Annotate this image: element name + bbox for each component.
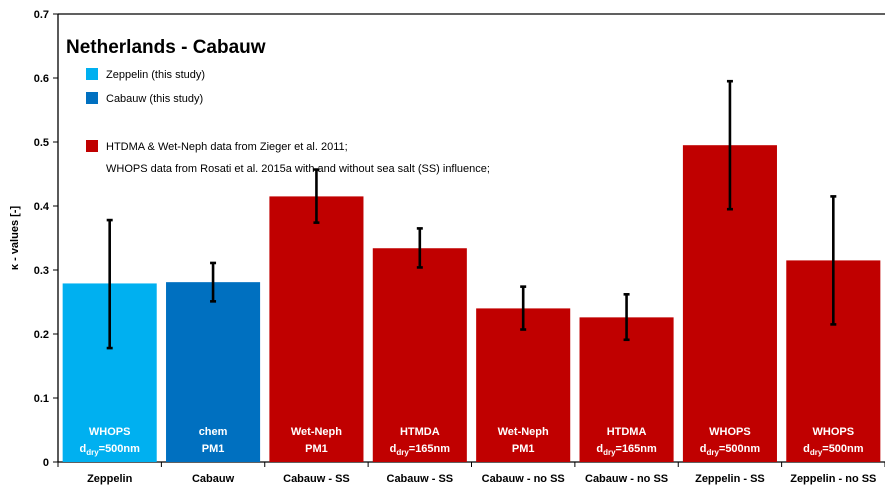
legend-swatch xyxy=(86,92,98,104)
x-category-label: Zeppelin xyxy=(87,473,133,485)
chart-labels: WHOPS ddry=500nm Zeppelin chem PM1 Cabauw Wet-… xyxy=(79,426,876,485)
bar xyxy=(372,248,467,462)
chart-title: Netherlands - Cabauw xyxy=(66,37,266,58)
y-tick-label: 0 xyxy=(43,457,49,469)
legend-entry: WHOPS data from Rosati et al. 2015a with… xyxy=(106,163,490,175)
bar-label-line2: ddry=500nm xyxy=(700,443,761,457)
legend-swatch xyxy=(86,68,98,80)
legend-entry: HTDMA & Wet-Neph data from Zieger et al.… xyxy=(106,141,348,153)
bar-label-line2: PM1 xyxy=(305,443,328,455)
bar-label-line2: ddry=165nm xyxy=(390,443,451,457)
bar-label-line1: WHOPS xyxy=(89,426,131,438)
bar-label-line2: PM1 xyxy=(512,443,535,455)
y-axis-label: κ - values [-] xyxy=(9,206,21,271)
chart-error-bars xyxy=(106,79,837,350)
bar xyxy=(269,196,364,462)
bar-label-line1: HTDMA xyxy=(607,426,647,438)
y-tick-label: 0.5 xyxy=(34,137,49,149)
bar-label-line2: ddry=165nm xyxy=(596,443,657,457)
bar-label-line1: WHOPS xyxy=(813,426,855,438)
legend-entry: Cabauw (this study) xyxy=(106,93,203,105)
x-category-label: Cabauw - no SS xyxy=(482,473,565,485)
y-tick-label: 0.2 xyxy=(34,329,49,341)
y-tick-label: 0.6 xyxy=(34,73,49,85)
x-category-label: Zeppelin - no SS xyxy=(790,473,876,485)
bar-label-line1: Wet-Neph xyxy=(291,426,342,438)
legend-swatch xyxy=(86,140,98,152)
bar-label-line1: WHOPS xyxy=(709,426,751,438)
y-tick-label: 0.1 xyxy=(34,393,49,405)
bar-label-line2: ddry=500nm xyxy=(803,443,864,457)
bar-label-line1: chem xyxy=(199,426,228,438)
bar xyxy=(166,282,261,462)
x-category-label: Zeppelin - SS xyxy=(695,473,765,485)
x-category-label: Cabauw xyxy=(192,473,235,485)
legend-entry: Zeppelin (this study) xyxy=(106,69,205,81)
chart-legend: Zeppelin (this study) Cabauw (this study)… xyxy=(86,68,490,175)
x-category-label: Cabauw - no SS xyxy=(585,473,668,485)
y-tick-label: 0.7 xyxy=(34,9,49,21)
bar-label-line1: HTMDA xyxy=(400,426,440,438)
bar-label-line2: PM1 xyxy=(202,443,225,455)
y-tick-label: 0.4 xyxy=(34,201,50,213)
bar-label-line2: ddry=500nm xyxy=(79,443,140,457)
x-category-label: Cabauw - SS xyxy=(283,473,350,485)
chart-bars xyxy=(62,145,881,462)
x-category-label: Cabauw - SS xyxy=(387,473,454,485)
y-tick-label: 0.3 xyxy=(34,265,49,277)
bar xyxy=(579,317,674,462)
bar xyxy=(476,308,571,462)
bar-label-line1: Wet-Neph xyxy=(498,426,549,438)
